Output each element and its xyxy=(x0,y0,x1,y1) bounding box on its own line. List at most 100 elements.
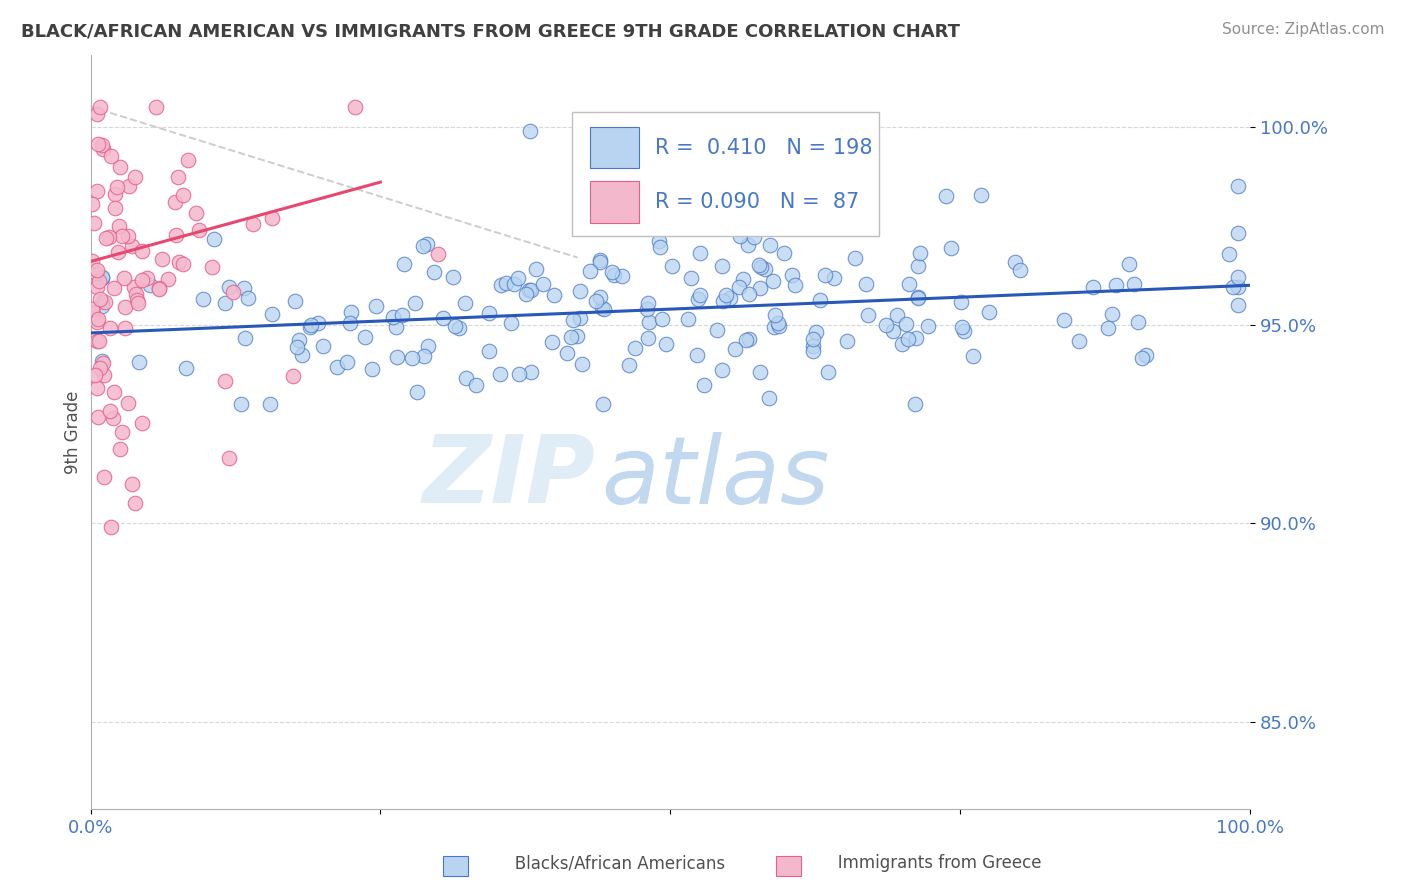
Text: ZIP: ZIP xyxy=(422,432,595,524)
Point xyxy=(589,255,612,269)
Point xyxy=(157,272,180,286)
Point xyxy=(184,205,207,219)
Point xyxy=(1227,280,1250,294)
Point xyxy=(86,107,108,121)
Point xyxy=(904,397,927,411)
Point xyxy=(508,368,530,382)
Point xyxy=(904,331,927,345)
Point xyxy=(977,305,1000,319)
Point xyxy=(167,255,190,269)
Point xyxy=(541,334,564,349)
Point xyxy=(98,320,121,334)
Point xyxy=(401,351,423,366)
Point xyxy=(600,265,623,279)
Point xyxy=(202,231,225,245)
Point xyxy=(742,229,765,244)
Point xyxy=(603,268,626,282)
Text: atlas: atlas xyxy=(600,432,830,523)
Point xyxy=(108,161,131,175)
Point xyxy=(875,318,897,333)
Point xyxy=(939,241,962,255)
Point xyxy=(343,100,366,114)
Point xyxy=(94,231,117,245)
Point xyxy=(174,361,197,376)
Text: Immigrants from Greece: Immigrants from Greece xyxy=(801,855,1042,872)
Point xyxy=(801,343,824,358)
Point xyxy=(87,136,110,151)
Point xyxy=(100,149,122,163)
Point xyxy=(651,312,673,326)
Text: Blacks/African Americans: Blacks/African Americans xyxy=(478,855,725,872)
Point xyxy=(382,310,405,324)
Point xyxy=(748,281,770,295)
Point xyxy=(730,229,752,244)
Point xyxy=(456,370,478,384)
Point xyxy=(86,334,108,348)
Text: Source: ZipAtlas.com: Source: ZipAtlas.com xyxy=(1222,22,1385,37)
Point xyxy=(519,283,541,297)
Point xyxy=(299,318,322,332)
Point xyxy=(588,290,610,304)
Point xyxy=(91,354,114,368)
Point xyxy=(360,362,382,376)
Point xyxy=(718,291,741,305)
Point xyxy=(762,320,785,334)
Point xyxy=(260,211,283,225)
Point xyxy=(685,348,707,362)
Point xyxy=(91,271,114,285)
Point xyxy=(232,281,254,295)
Point xyxy=(1118,256,1140,270)
Point xyxy=(1008,263,1031,277)
Point xyxy=(262,307,284,321)
Point xyxy=(117,228,139,243)
Point xyxy=(406,384,429,399)
Point xyxy=(167,169,190,184)
Point xyxy=(336,355,359,369)
Point xyxy=(259,397,281,411)
Point xyxy=(104,186,127,201)
Point xyxy=(91,295,114,310)
Point xyxy=(489,278,512,293)
Point xyxy=(768,318,790,333)
Point xyxy=(281,368,304,383)
Point xyxy=(756,214,779,228)
Point xyxy=(103,281,125,295)
Point xyxy=(415,236,437,251)
Point xyxy=(624,341,647,355)
Point xyxy=(218,450,240,465)
Point xyxy=(118,179,141,194)
Point xyxy=(772,245,794,260)
Point xyxy=(565,329,588,343)
Point xyxy=(517,284,540,298)
Point xyxy=(679,191,702,205)
Point xyxy=(214,374,236,388)
Point xyxy=(128,355,150,369)
Point xyxy=(907,259,929,273)
Point xyxy=(111,228,134,243)
Point xyxy=(686,292,709,306)
Point xyxy=(114,301,136,315)
Point xyxy=(447,320,470,334)
Point xyxy=(837,334,859,348)
Point xyxy=(515,287,537,301)
Point xyxy=(727,279,749,293)
Point xyxy=(478,306,501,320)
Point xyxy=(1097,320,1119,334)
Point xyxy=(172,257,194,271)
Point xyxy=(366,299,388,313)
Point xyxy=(291,348,314,362)
Point xyxy=(191,292,214,306)
Point xyxy=(1126,315,1149,329)
Point xyxy=(110,442,132,457)
Point xyxy=(1101,307,1123,321)
Point xyxy=(103,384,125,399)
Point xyxy=(112,271,135,285)
Point xyxy=(242,217,264,231)
Point xyxy=(121,239,143,253)
Point xyxy=(89,293,111,307)
Point xyxy=(100,519,122,533)
Text: R =  0.410   N = 198: R = 0.410 N = 198 xyxy=(655,138,873,158)
Point xyxy=(689,245,711,260)
Point xyxy=(340,305,363,319)
Point xyxy=(385,350,408,364)
